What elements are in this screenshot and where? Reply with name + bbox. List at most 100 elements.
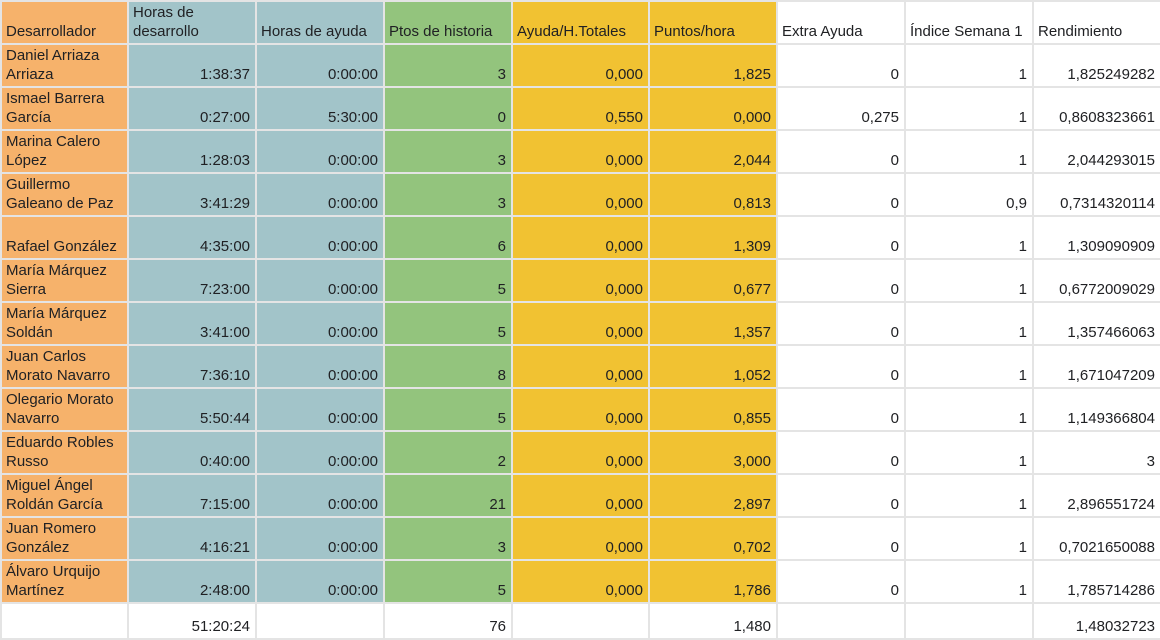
help-hours-cell[interactable]: 0:00:00 <box>255 559 385 604</box>
week-index-cell[interactable]: 1 <box>904 129 1034 174</box>
story-points-cell[interactable]: 3 <box>383 43 513 88</box>
header-cell-extra-ayuda[interactable]: Extra Ayuda <box>776 0 906 45</box>
help-ratio-cell[interactable]: 0,000 <box>511 430 650 475</box>
total-dev-hours-cell[interactable]: 51:20:24 <box>127 602 257 640</box>
week-index-cell[interactable]: 1 <box>904 258 1034 303</box>
developer-cell[interactable]: Olegario Morato Navarro <box>0 387 129 432</box>
total-week-index-cell[interactable] <box>904 602 1034 640</box>
performance-cell[interactable]: 1,825249282 <box>1032 43 1160 88</box>
story-points-cell[interactable]: 2 <box>383 430 513 475</box>
points-per-hour-cell[interactable]: 0,855 <box>648 387 778 432</box>
dev-hours-cell[interactable]: 7:15:00 <box>127 473 257 518</box>
dev-hours-cell[interactable]: 5:50:44 <box>127 387 257 432</box>
extra-help-cell[interactable]: 0 <box>776 129 906 174</box>
extra-help-cell[interactable]: 0 <box>776 559 906 604</box>
week-index-cell[interactable]: 1 <box>904 301 1034 346</box>
week-index-cell[interactable]: 1 <box>904 516 1034 561</box>
header-cell-indice-semana[interactable]: Índice Semana 1 <box>904 0 1034 45</box>
week-index-cell[interactable]: 1 <box>904 387 1034 432</box>
help-ratio-cell[interactable]: 0,000 <box>511 387 650 432</box>
week-index-cell[interactable]: 1 <box>904 86 1034 131</box>
total-help-hours-cell[interactable] <box>255 602 385 640</box>
week-index-cell[interactable]: 0,9 <box>904 172 1034 217</box>
help-hours-cell[interactable]: 0:00:00 <box>255 258 385 303</box>
performance-cell[interactable]: 1,149366804 <box>1032 387 1160 432</box>
performance-cell[interactable]: 0,7021650088 <box>1032 516 1160 561</box>
story-points-cell[interactable]: 8 <box>383 344 513 389</box>
help-ratio-cell[interactable]: 0,000 <box>511 516 650 561</box>
week-index-cell[interactable]: 1 <box>904 430 1034 475</box>
extra-help-cell[interactable]: 0 <box>776 344 906 389</box>
help-ratio-cell[interactable]: 0,000 <box>511 43 650 88</box>
performance-cell[interactable]: 3 <box>1032 430 1160 475</box>
performance-cell[interactable]: 0,7314320114 <box>1032 172 1160 217</box>
developer-cell[interactable]: Álvaro Urquijo Martínez <box>0 559 129 604</box>
header-cell-ptos-historia[interactable]: Ptos de historia <box>383 0 513 45</box>
total-performance-cell[interactable]: 1,48032723 <box>1032 602 1160 640</box>
extra-help-cell[interactable]: 0 <box>776 387 906 432</box>
dev-hours-cell[interactable]: 1:38:37 <box>127 43 257 88</box>
points-per-hour-cell[interactable]: 2,044 <box>648 129 778 174</box>
header-cell-horas-ayuda[interactable]: Horas de ayuda <box>255 0 385 45</box>
developer-cell[interactable]: María Márquez Sierra <box>0 258 129 303</box>
extra-help-cell[interactable]: 0 <box>776 258 906 303</box>
points-per-hour-cell[interactable]: 1,825 <box>648 43 778 88</box>
points-per-hour-cell[interactable]: 2,897 <box>648 473 778 518</box>
total-help-ratio-cell[interactable] <box>511 602 650 640</box>
extra-help-cell[interactable]: 0 <box>776 43 906 88</box>
story-points-cell[interactable]: 21 <box>383 473 513 518</box>
story-points-cell[interactable]: 5 <box>383 258 513 303</box>
help-hours-cell[interactable]: 0:00:00 <box>255 387 385 432</box>
developer-cell[interactable]: Juan Carlos Morato Navarro <box>0 344 129 389</box>
help-ratio-cell[interactable]: 0,000 <box>511 172 650 217</box>
dev-hours-cell[interactable]: 7:36:10 <box>127 344 257 389</box>
developer-cell[interactable]: María Márquez Soldán <box>0 301 129 346</box>
developer-cell[interactable]: Ismael Barrera García <box>0 86 129 131</box>
developer-cell[interactable]: Eduardo Robles Russo <box>0 430 129 475</box>
dev-hours-cell[interactable]: 3:41:29 <box>127 172 257 217</box>
extra-help-cell[interactable]: 0 <box>776 473 906 518</box>
developer-cell[interactable]: Juan Romero González <box>0 516 129 561</box>
week-index-cell[interactable]: 1 <box>904 43 1034 88</box>
performance-cell[interactable]: 1,357466063 <box>1032 301 1160 346</box>
dev-hours-cell[interactable]: 0:40:00 <box>127 430 257 475</box>
story-points-cell[interactable]: 5 <box>383 387 513 432</box>
points-per-hour-cell[interactable]: 0,000 <box>648 86 778 131</box>
help-hours-cell[interactable]: 0:00:00 <box>255 215 385 260</box>
performance-cell[interactable]: 1,309090909 <box>1032 215 1160 260</box>
week-index-cell[interactable]: 1 <box>904 473 1034 518</box>
points-per-hour-cell[interactable]: 1,786 <box>648 559 778 604</box>
points-per-hour-cell[interactable]: 0,813 <box>648 172 778 217</box>
story-points-cell[interactable]: 0 <box>383 86 513 131</box>
performance-cell[interactable]: 0,6772009029 <box>1032 258 1160 303</box>
week-index-cell[interactable]: 1 <box>904 344 1034 389</box>
help-hours-cell[interactable]: 0:00:00 <box>255 516 385 561</box>
dev-hours-cell[interactable]: 3:41:00 <box>127 301 257 346</box>
extra-help-cell[interactable]: 0 <box>776 301 906 346</box>
points-per-hour-cell[interactable]: 0,677 <box>648 258 778 303</box>
story-points-cell[interactable]: 5 <box>383 301 513 346</box>
help-hours-cell[interactable]: 0:00:00 <box>255 172 385 217</box>
performance-cell[interactable]: 2,044293015 <box>1032 129 1160 174</box>
help-ratio-cell[interactable]: 0,000 <box>511 473 650 518</box>
help-ratio-cell[interactable]: 0,000 <box>511 258 650 303</box>
extra-help-cell[interactable]: 0 <box>776 516 906 561</box>
dev-hours-cell[interactable]: 7:23:00 <box>127 258 257 303</box>
dev-hours-cell[interactable]: 4:35:00 <box>127 215 257 260</box>
developer-cell[interactable]: Marina Calero López <box>0 129 129 174</box>
help-ratio-cell[interactable]: 0,000 <box>511 129 650 174</box>
week-index-cell[interactable]: 1 <box>904 559 1034 604</box>
developer-cell[interactable]: Rafael González <box>0 215 129 260</box>
header-cell-horas-desarrollo[interactable]: Horas de desarrollo <box>127 0 257 45</box>
extra-help-cell[interactable]: 0 <box>776 215 906 260</box>
total-extra-help-cell[interactable] <box>776 602 906 640</box>
header-cell-puntos-hora[interactable]: Puntos/hora <box>648 0 778 45</box>
extra-help-cell[interactable]: 0 <box>776 430 906 475</box>
help-hours-cell[interactable]: 0:00:00 <box>255 43 385 88</box>
help-hours-cell[interactable]: 0:00:00 <box>255 430 385 475</box>
story-points-cell[interactable]: 3 <box>383 172 513 217</box>
total-developer-cell[interactable] <box>0 602 129 640</box>
week-index-cell[interactable]: 1 <box>904 215 1034 260</box>
header-cell-ayuda-totales[interactable]: Ayuda/H.Totales <box>511 0 650 45</box>
extra-help-cell[interactable]: 0 <box>776 172 906 217</box>
